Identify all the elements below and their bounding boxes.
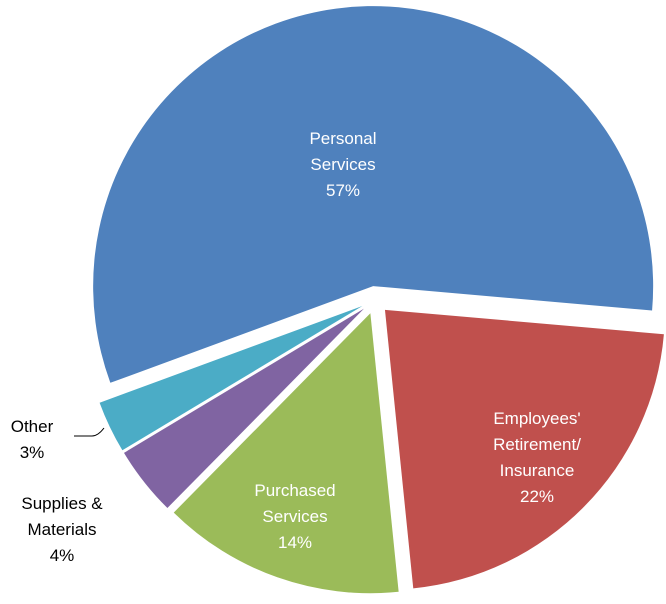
category-label: Personal Services	[309, 129, 377, 174]
value-label: 3%	[19, 443, 45, 462]
category-label: Purchased Services	[254, 481, 336, 526]
pie-slice	[93, 6, 654, 383]
value-label: 22%	[519, 487, 555, 506]
leader-line	[74, 427, 105, 437]
value-label: 57%	[325, 181, 361, 200]
data-label: Supplies & Materials 4%	[2, 491, 122, 569]
category-label: Supplies & Materials	[21, 494, 103, 539]
pie-slice	[99, 306, 363, 451]
data-label: Purchased Services 14%	[235, 478, 355, 556]
category-label: Other	[10, 417, 54, 436]
data-label: Other 3%	[2, 414, 62, 466]
pie-slice	[384, 309, 664, 589]
pie-slice	[123, 308, 364, 509]
pie-slice	[173, 313, 399, 594]
value-label: 14%	[277, 533, 313, 552]
data-label: Employees' Retirement/ Insurance 22%	[467, 406, 607, 510]
category-label: Employees' Retirement/ Insurance	[493, 409, 581, 480]
value-label: 4%	[49, 546, 75, 565]
data-label: Personal Services 57%	[278, 126, 408, 204]
